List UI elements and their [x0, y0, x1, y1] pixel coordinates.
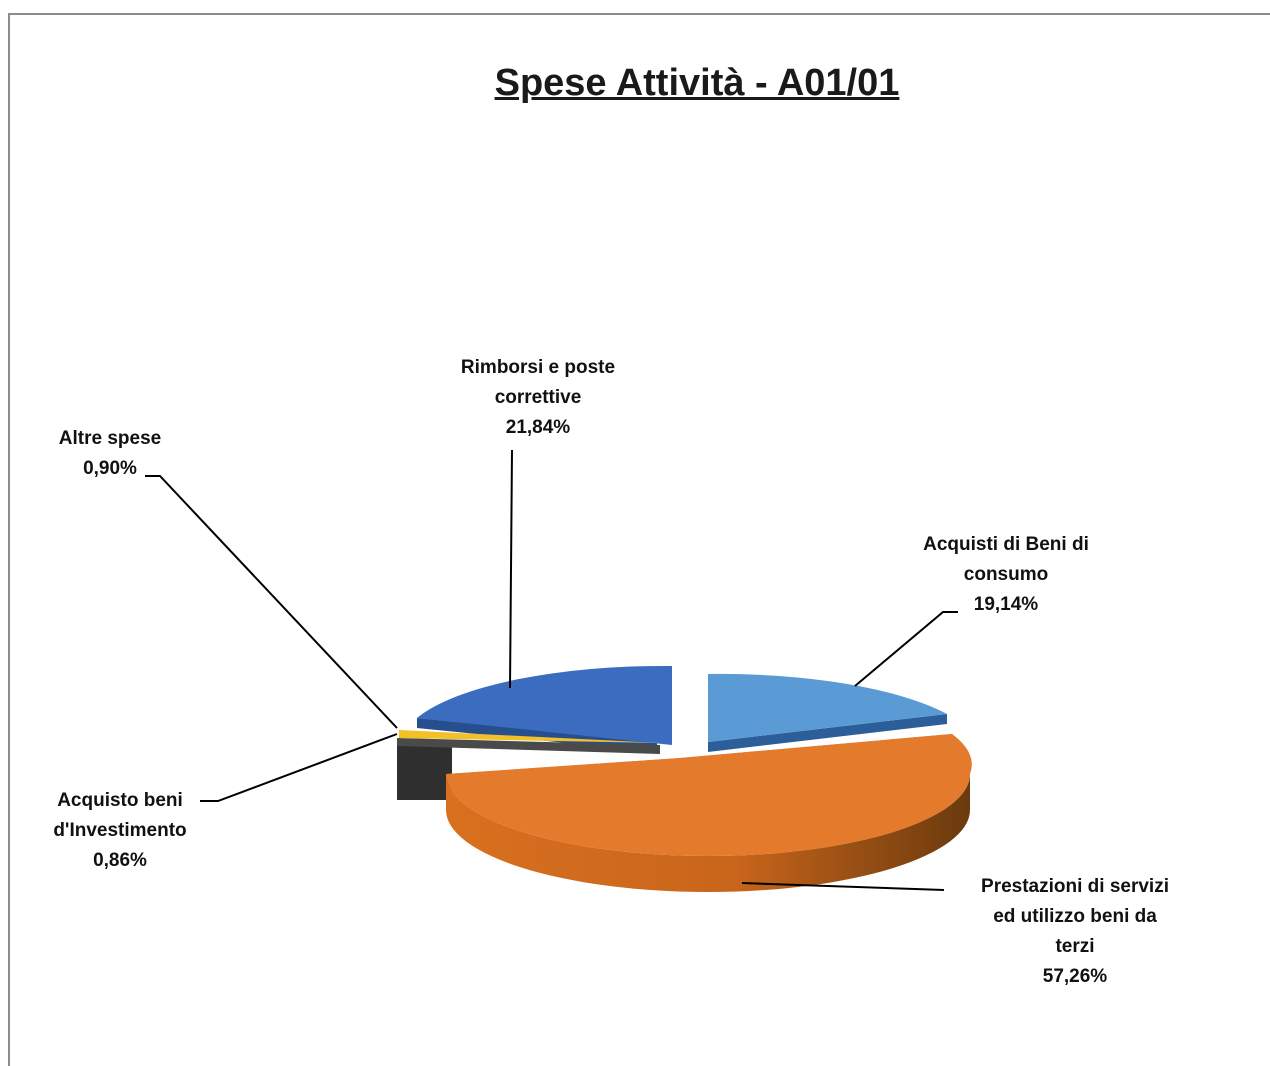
label-value: 0,86% [93, 850, 147, 871]
chart-title: Spese Attività - A01/01 [494, 62, 900, 104]
label-value: 57,26% [1042, 966, 1108, 987]
leader-line-acquisti-consumo [854, 611, 958, 687]
slice-prestazioni-fill [446, 734, 972, 856]
slice-rimborsi [417, 665, 672, 745]
data-label-rimborsi: Rimborsi e poste correttive 21,84% [418, 353, 658, 443]
data-label-altre-spese: Altre spese 0,90% [0, 424, 220, 484]
slice-acquisto-investimento-side [397, 742, 452, 800]
data-label-prestazioni: Prestazioni di servizi ed utilizzo beni … [950, 872, 1200, 992]
slice-side-acquisti-consumo [708, 714, 947, 752]
slice-side-prestazioni [446, 774, 970, 892]
label-name: Altre spese [58, 428, 162, 449]
leader-line-altre-spese [145, 475, 398, 729]
label-value: 21,84% [505, 417, 571, 438]
label-name: Acquisto beni d'Investimento [53, 790, 187, 841]
label-name: Prestazioni di servizi ed utilizzo beni … [981, 876, 1169, 957]
label-value: 19,14% [973, 594, 1039, 615]
data-label-acquisto-investimento: Acquisto beni d'Investimento 0,86% [0, 786, 240, 876]
label-name: Rimborsi e poste correttive [460, 357, 616, 408]
slice-altre-spese [399, 730, 660, 743]
leader-line-acquisto-investimento [200, 733, 398, 802]
label-name: Acquisti di Beni di consumo [923, 534, 1089, 585]
data-label-acquisti-consumo: Acquisti di Beni di consumo 19,14% [886, 530, 1126, 620]
leader-line-prestazioni [741, 882, 945, 891]
chart-frame [8, 13, 1270, 1066]
slice-acquisti-consumo [708, 673, 947, 742]
slice-acquisto-investimento [397, 738, 660, 754]
leader-line-rimborsi [509, 449, 513, 689]
label-value: 0,90% [83, 458, 137, 479]
